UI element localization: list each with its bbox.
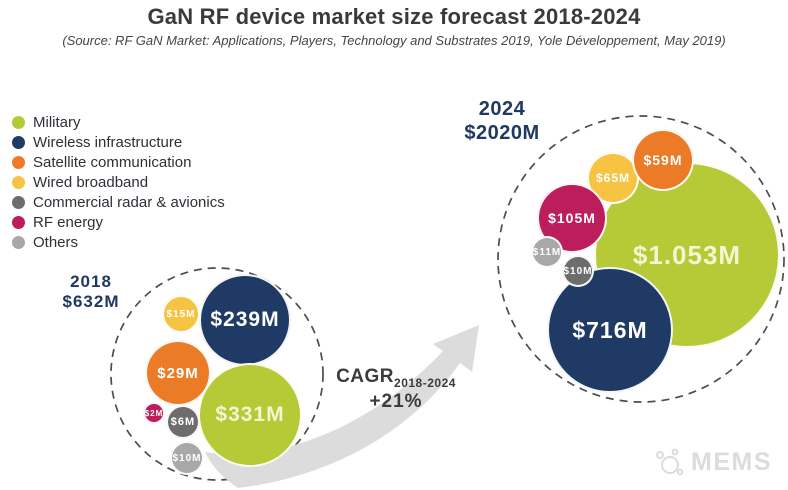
cagr-value: +21% bbox=[369, 390, 423, 412]
cluster-2024-year: 2024 bbox=[478, 98, 526, 120]
legend-swatch-wired-broadband bbox=[12, 175, 25, 189]
legend-item-commercial-radar-avionics: Commercial radar & avionics bbox=[12, 192, 225, 212]
legend-label: Military bbox=[33, 113, 81, 131]
bubble-2024-wireless-infrastructure: $716M bbox=[547, 267, 673, 393]
legend: Military Wireless infrastructure Satellite… bbox=[12, 112, 225, 252]
source-subtitle: (Source: RF GaN Market: Applications, Pl… bbox=[62, 33, 726, 48]
bubble-2018-rf-energy: $2M bbox=[143, 402, 165, 424]
cluster-2018-boundary-circle bbox=[110, 267, 324, 481]
legend-label: Commercial radar & avionics bbox=[33, 193, 225, 211]
cluster-2018-year: 2018 bbox=[70, 272, 112, 291]
legend-item-rf-energy: RF energy bbox=[12, 212, 225, 232]
legend-label: Wired broadband bbox=[33, 173, 149, 191]
legend-swatch-military bbox=[12, 115, 25, 129]
legend-swatch-wireless-infrastructure bbox=[12, 135, 25, 149]
mems-watermark: MEMS bbox=[653, 446, 772, 478]
cluster-2024-total: $2020M bbox=[464, 121, 540, 144]
cluster-boundaries bbox=[110, 115, 785, 481]
cagr-annotation: CAGR2018-2024 +21% bbox=[314, 366, 478, 412]
mems-watermark-text: MEMS bbox=[691, 447, 772, 476]
bubble-2018-wireless-infrastructure: $239M bbox=[199, 274, 291, 366]
legend-label: Others bbox=[33, 233, 79, 251]
cagr-label: CAGR2018-2024 bbox=[314, 366, 478, 391]
cluster-2018-label: 2018 $632M bbox=[54, 272, 128, 312]
mems-logo-icon bbox=[656, 448, 684, 476]
legend-item-wireless-infrastructure: Wireless infrastructure bbox=[12, 132, 225, 152]
cluster-2018-total: $632M bbox=[62, 292, 120, 312]
legend-swatch-satellite-communication bbox=[12, 155, 25, 169]
cagr-period: 2018-2024 bbox=[394, 375, 456, 390]
bubble-2018-military: $331M bbox=[198, 363, 302, 467]
legend-swatch-others bbox=[12, 235, 25, 249]
legend-item-others: Others bbox=[12, 232, 225, 252]
bubble-2024-others: $11M bbox=[531, 236, 563, 268]
legend-item-wired-broadband: Wired broadband bbox=[12, 172, 225, 192]
growth-arrow-icon bbox=[205, 325, 479, 488]
bubble-2024-commercial-radar-avionics: $10M bbox=[562, 255, 594, 287]
legend-label: RF energy bbox=[33, 213, 104, 231]
legend-swatch-commercial-radar-avionics bbox=[12, 195, 25, 209]
bubble-2018-satellite-communication: $29M bbox=[145, 340, 211, 406]
bubble-2024-satellite-communication: $59M bbox=[632, 129, 694, 191]
cluster-2024-label: 2024 $2020M bbox=[452, 98, 552, 145]
bubble-2018-others: $10M bbox=[170, 441, 204, 475]
legend-label: Satellite communication bbox=[33, 153, 192, 171]
legend-item-military: Military bbox=[12, 112, 225, 132]
page-title: GaN RF device market size forecast 2018-… bbox=[147, 4, 641, 29]
bubble-2018-wired-broadband: $15M bbox=[162, 295, 200, 333]
bubble-2018-commercial-radar-avionics: $6M bbox=[166, 405, 200, 439]
legend-swatch-rf-energy bbox=[12, 215, 25, 229]
legend-label: Wireless infrastructure bbox=[33, 133, 183, 151]
cagr-prefix: CAGR bbox=[336, 366, 395, 387]
cluster-2024-boundary-circle bbox=[497, 115, 785, 403]
legend-item-satellite-communication: Satellite communication bbox=[12, 152, 225, 172]
